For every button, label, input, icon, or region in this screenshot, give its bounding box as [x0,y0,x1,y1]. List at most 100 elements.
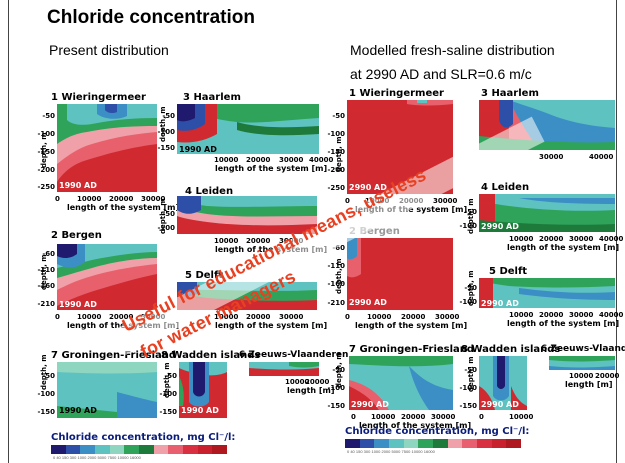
x-tick: 10000 [285,378,310,386]
x-tick: 20000 [109,313,134,321]
section-plot-zeeuws-present [249,362,319,376]
y-tick: -110 [37,266,55,274]
x-tick: 0 [55,313,60,321]
year-label: 2990 AD [351,400,389,409]
year-label: 1990 AD [181,406,219,415]
panel-name: 8 Wadden islands [161,350,261,361]
y-tick: -250 [37,183,55,191]
y-tick: -100 [459,298,477,306]
y-tick: -100 [157,128,175,136]
x-tick: 0 [55,195,60,203]
y-tick: -100 [37,130,55,138]
x-tick: 20000 [539,311,564,319]
y-tick: -150 [37,408,55,416]
left-header: Present distribution [49,42,169,58]
y-tick: -50 [464,284,477,292]
x-tick: 40000 [589,153,614,161]
y-tick: -60 [42,250,55,258]
legend-color-bar [345,439,522,448]
x-tick: 20000 [539,235,564,243]
y-tick: -100 [159,390,177,398]
x-axis-label: length of the system [m] [507,243,620,252]
x-tick: 10000 [569,372,594,380]
year-label: 2990 AD [481,400,519,409]
year-label: 1990 AD [179,145,217,154]
y-tick: -200 [327,166,345,174]
y-tick: -50 [42,112,55,120]
x-tick: 20000 [401,413,426,421]
x-axis-label: length [m] [287,386,335,395]
panel-name: 7 Groningen-Friesland [51,350,177,361]
section-plot-bergen-present [57,244,157,310]
x-tick: 10000 [77,313,102,321]
y-tick: -150 [159,408,177,416]
section-plot-groningen-future [349,356,453,410]
x-axis-label: length of the system [m] [215,321,328,330]
y-tick: -160 [37,282,55,290]
panel-name: 1 Wieringermeer [51,92,146,103]
y-tick: -100 [327,384,345,392]
x-tick: 30000 [435,313,460,321]
legend-title: Chloride concentration, mg Cl⁻/l: [345,426,530,437]
y-tick: -100 [327,130,345,138]
y-tick: -50 [464,208,477,216]
y-tick: -100 [157,224,175,232]
section-plot-zeeuws-future [549,356,615,370]
year-label: 2990 AD [349,183,387,192]
panel-name: 5 Delft [185,270,224,281]
year-label: 1990 AD [59,181,97,190]
y-tick: -50 [332,366,345,374]
y-tick: -50 [162,112,175,120]
section-plot-wadden-future [479,356,527,410]
panel-name: 3 Haarlem [481,88,539,99]
x-tick: 30000 [569,235,594,243]
x-tick: 0 [351,413,356,421]
legend-values: 0 40 150 300 1000 2000 5000 7500 10000 1… [347,449,435,454]
section-plot-leiden-present [177,196,317,234]
section-plot-bergen-future [347,238,453,310]
right-header-line2: at 2990 AD and SLR=0.6 m/c [350,66,532,82]
legend-color-bar [51,445,228,454]
y-tick: -160 [327,280,345,288]
x-tick: 20000 [401,313,426,321]
x-axis-label: length of the system [m] [355,321,468,330]
x-tick: 10000 [371,413,396,421]
panel-name: 1 Wieringermeer [349,88,444,99]
x-tick: 30000 [431,413,456,421]
panel-name: 5 Delft [489,266,528,277]
y-tick: -50 [164,372,177,380]
x-tick: 40000 [599,235,624,243]
y-tick: -50 [162,210,175,218]
x-tick: 20000 [305,378,330,386]
x-tick: 10000 [509,311,534,319]
panel-name: 6 Zeeuws-Vlaanderen [239,350,349,360]
y-tick: -150 [327,402,345,410]
y-tick: -110 [327,262,345,270]
x-tick: 30000 [279,313,304,321]
y-tick: -150 [459,402,477,410]
x-tick: 10000 [214,313,239,321]
y-tick: -50 [42,372,55,380]
section-plot-leiden-future [479,194,615,232]
y-tick: -60 [332,244,345,252]
y-tick: -250 [327,184,345,192]
x-axis-label: length [m] [565,380,613,389]
x-tick: 10000 [214,237,239,245]
x-tick: 10000 [77,195,102,203]
slide-title: Chloride concentration [47,7,255,28]
y-tick: -150 [327,148,345,156]
y-tick: -150 [37,148,55,156]
x-tick: 20000 [595,372,620,380]
x-axis-label: length of the system [m] [359,421,472,430]
x-tick: 30000 [539,153,564,161]
year-label: 2990 AD [349,298,387,307]
x-tick: 10000 [509,235,534,243]
x-tick: 0 [479,413,484,421]
panel-name: 7 Groningen-Friesland [349,344,475,355]
panel-name: 3 Haarlem [183,92,241,103]
panel-name: 8 Wadden islands [461,344,561,355]
year-label: 1990 AD [59,406,97,415]
legend-values: 0 40 150 300 1000 2000 5000 7500 10000 1… [53,455,141,460]
panel-name: 4 Leiden [185,186,234,197]
y-tick: -50 [332,112,345,120]
